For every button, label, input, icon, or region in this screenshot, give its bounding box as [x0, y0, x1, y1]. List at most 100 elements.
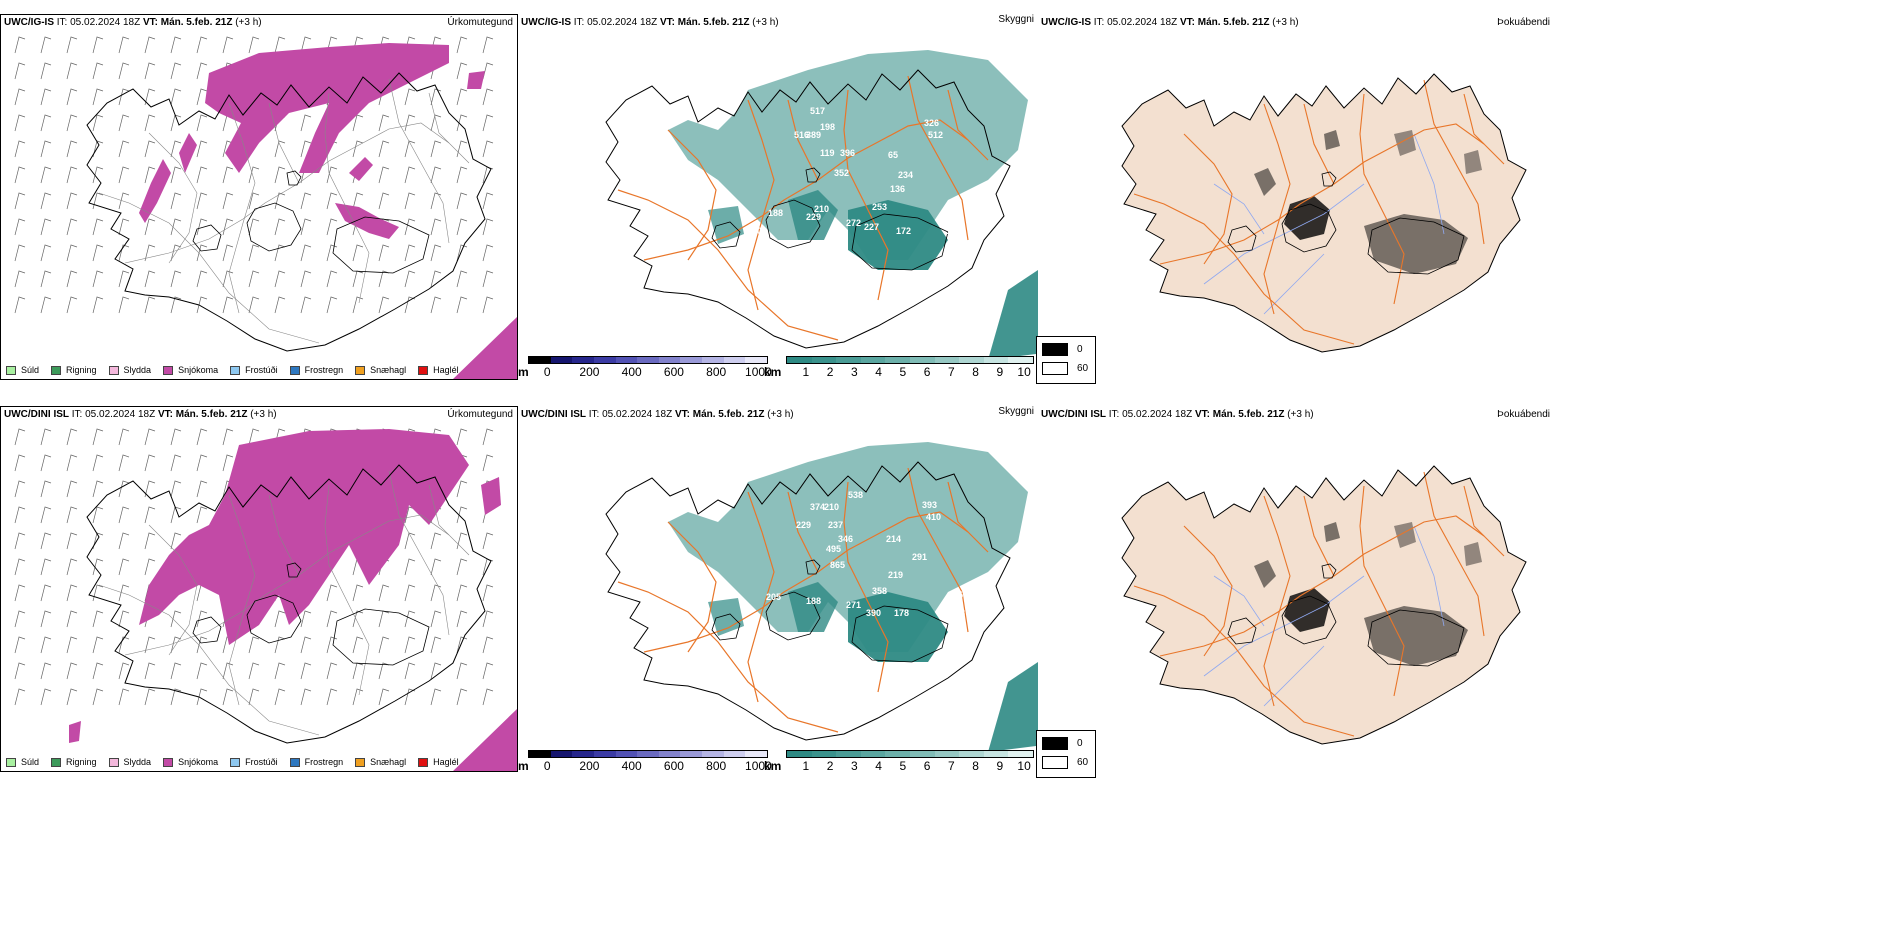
- colorbar-tick: 800: [706, 365, 727, 379]
- iceland-map: [1121, 465, 1527, 745]
- wind-barb: [92, 244, 104, 262]
- wind-barb: [118, 662, 130, 680]
- wind-barb: [352, 662, 364, 680]
- colorbar-swatch: [658, 751, 681, 757]
- wind-barb: [14, 192, 26, 210]
- colorbar-swatch: [529, 751, 551, 757]
- wind-barb: [92, 114, 104, 132]
- colorbar-swatch: [637, 751, 659, 757]
- legend-item: Súld: [6, 365, 39, 375]
- legend-swatch: [230, 757, 241, 767]
- colorbar-swatch: [550, 751, 573, 757]
- road-line: [148, 132, 198, 264]
- wind-barb: [196, 662, 208, 680]
- wind-barb: [92, 610, 104, 628]
- colorbar-swatch: [1008, 751, 1033, 757]
- wind-barb: [144, 428, 156, 446]
- cloud-base-label: 495: [826, 544, 841, 554]
- cloud-base-label: 358: [872, 586, 887, 596]
- fog-index-panel-row1: UWC/IG-IS IT: 05.02.2024 18Z VT: Mán. 5.…: [1038, 14, 1554, 380]
- wind-barb: [40, 636, 52, 654]
- wind-barb: [482, 192, 494, 210]
- coastline: [605, 69, 1011, 349]
- colorbar-swatch: [787, 357, 812, 363]
- wind-barb: [326, 192, 338, 210]
- road-line: [1263, 495, 1291, 707]
- glacier-outline: [851, 213, 949, 271]
- road-line: [388, 470, 450, 636]
- wind-barb: [196, 296, 208, 314]
- glacier-outline: [332, 608, 430, 666]
- wind-barb: [430, 584, 442, 602]
- cloud-base-label: 227: [864, 222, 879, 232]
- wind-barb: [274, 296, 286, 314]
- wind-barb: [118, 506, 130, 524]
- legend-label: Frostúði: [245, 365, 278, 375]
- cloud-base-label: 389: [806, 130, 821, 140]
- wind-barb: [66, 662, 78, 680]
- wind-barb: [274, 36, 286, 54]
- wind-barb: [352, 584, 364, 602]
- wind-barb: [66, 480, 78, 498]
- fog-index-legend-row2: 0 60: [1036, 730, 1096, 778]
- legend-label: Slydda: [123, 365, 152, 375]
- snow-area: [335, 203, 399, 239]
- coastline: [86, 464, 492, 744]
- colorbar-swatch: [637, 357, 659, 363]
- colorbar-tick: 1: [802, 759, 810, 773]
- colorbar-swatch: [836, 751, 861, 757]
- snow-area: [453, 316, 517, 379]
- wind-barb: [66, 428, 78, 446]
- wind-barb: [482, 270, 494, 288]
- colorbar-tick: 7: [947, 759, 955, 773]
- colorbar-tick: 9: [996, 365, 1004, 379]
- colorbar-swatch: [529, 357, 551, 363]
- wind-barb: [456, 428, 468, 446]
- wind-barb: [66, 166, 78, 184]
- cloud-base-label: 253: [872, 202, 887, 212]
- wind-barb: [170, 166, 182, 184]
- fog-area: [1254, 560, 1276, 588]
- wind-barb: [144, 558, 156, 576]
- colorbar-tick: 1000: [745, 365, 772, 379]
- wind-barb: [40, 62, 52, 80]
- colorbar-tick: 600: [663, 365, 684, 379]
- colorbar-swatch: [983, 751, 1009, 757]
- wind-barb: [144, 244, 156, 262]
- colorbar-tick: 4: [875, 759, 882, 773]
- cloud-base-label: 198: [820, 122, 835, 132]
- wind-barb: [92, 428, 104, 446]
- colorbar-tick: 400: [621, 759, 642, 773]
- wind-barb: [144, 166, 156, 184]
- wind-barb: [118, 140, 130, 158]
- wind-barb: [40, 218, 52, 236]
- wind-barb: [456, 688, 468, 706]
- wind-barb: [404, 166, 416, 184]
- fog-index-legend-row1: 0 60: [1036, 336, 1096, 384]
- legend-item: Slydda: [108, 365, 152, 375]
- wind-barb: [66, 584, 78, 602]
- wind-barb: [456, 662, 468, 680]
- colorbar-swatch: [1008, 357, 1033, 363]
- colorbar-swatch: [550, 357, 573, 363]
- river-line: [1263, 253, 1325, 315]
- wind-barb: [196, 610, 208, 628]
- wind-barb: [456, 36, 468, 54]
- cloud-base-label: 119: [820, 148, 835, 158]
- wind-barb: [222, 166, 234, 184]
- legend-label: Snæhagl: [370, 365, 407, 375]
- fog-area: [1464, 542, 1482, 566]
- wind-barb: [430, 244, 442, 262]
- wind-barb: [40, 454, 52, 472]
- road-line: [843, 89, 889, 301]
- visibility-area: [708, 206, 744, 244]
- wind-barb: [66, 296, 78, 314]
- glacier-outline: [246, 202, 302, 252]
- legend-label: Frostúði: [245, 757, 278, 767]
- panel-product-label: Þokuábendi: [1497, 409, 1550, 420]
- wind-barb: [404, 662, 416, 680]
- colorbar-swatch: [959, 751, 984, 757]
- wind-barb: [222, 454, 234, 472]
- fog-area: [1324, 130, 1340, 150]
- road-line: [268, 494, 300, 576]
